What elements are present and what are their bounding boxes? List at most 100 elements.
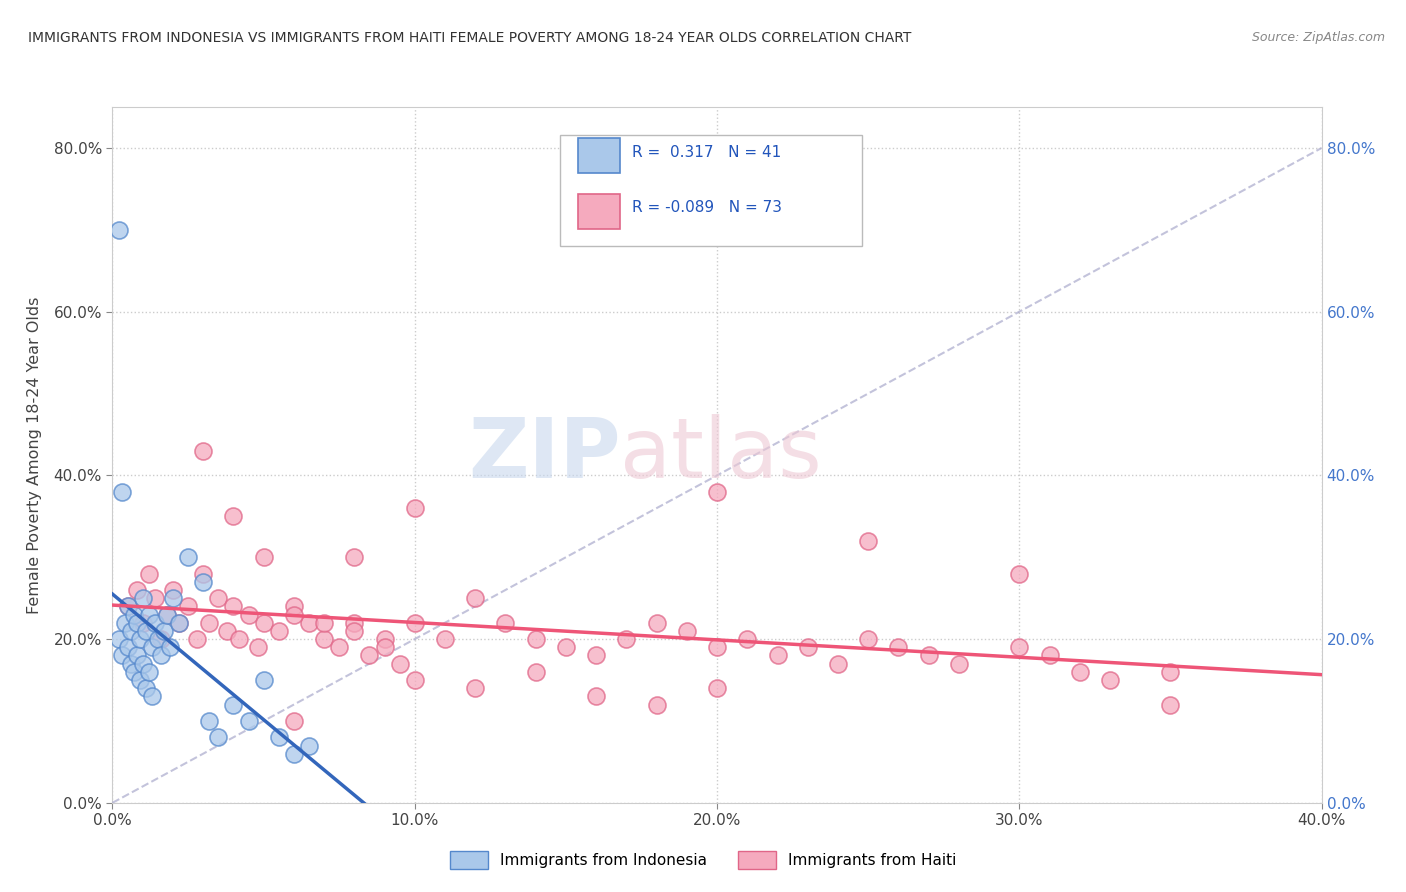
Point: [645, 615, 668, 630]
Point: [177, 599, 200, 614]
Point: [1159, 698, 1181, 712]
Text: IMMIGRANTS FROM INDONESIA VS IMMIGRANTS FROM HAITI FEMALE POVERTY AMONG 18-24 YE: IMMIGRANTS FROM INDONESIA VS IMMIGRANTS …: [28, 31, 911, 45]
Point: [495, 615, 517, 630]
Point: [238, 607, 260, 622]
Point: [766, 648, 789, 663]
Point: [138, 607, 160, 622]
Point: [107, 223, 129, 237]
Point: [314, 632, 336, 646]
Point: [191, 566, 214, 581]
Point: [122, 607, 145, 622]
Y-axis label: Female Poverty Among 18-24 Year Olds: Female Poverty Among 18-24 Year Olds: [28, 296, 42, 614]
Point: [298, 739, 321, 753]
Point: [167, 615, 190, 630]
Point: [149, 648, 172, 663]
Point: [359, 648, 381, 663]
Point: [887, 640, 910, 655]
Point: [374, 640, 396, 655]
Point: [298, 615, 321, 630]
Point: [132, 657, 155, 671]
Point: [283, 607, 305, 622]
Point: [125, 648, 148, 663]
Point: [918, 648, 941, 663]
Point: [132, 615, 155, 630]
Point: [554, 640, 576, 655]
Point: [125, 615, 148, 630]
Point: [343, 624, 366, 638]
Point: [125, 582, 148, 597]
Point: [143, 615, 166, 630]
Point: [524, 665, 547, 679]
Point: [616, 632, 638, 646]
Point: [159, 640, 181, 655]
Point: [138, 665, 160, 679]
Point: [198, 615, 221, 630]
Point: [117, 640, 139, 655]
Point: [706, 640, 728, 655]
Point: [283, 714, 305, 728]
Point: [585, 690, 607, 704]
FancyBboxPatch shape: [578, 138, 620, 173]
Point: [253, 550, 276, 565]
Point: [156, 607, 179, 622]
Point: [222, 599, 245, 614]
Point: [222, 698, 245, 712]
Point: [162, 582, 184, 597]
Point: [128, 673, 150, 687]
Point: [207, 731, 229, 745]
Text: R =  0.317   N = 41: R = 0.317 N = 41: [633, 145, 782, 160]
Text: Source: ZipAtlas.com: Source: ZipAtlas.com: [1251, 31, 1385, 45]
Point: [191, 574, 214, 589]
Point: [343, 615, 366, 630]
Point: [404, 501, 426, 516]
Point: [1038, 648, 1062, 663]
Point: [153, 624, 176, 638]
Point: [143, 591, 166, 606]
Point: [856, 533, 880, 548]
Point: [706, 681, 728, 696]
Point: [117, 599, 139, 614]
Point: [162, 591, 184, 606]
Point: [388, 657, 411, 671]
Point: [796, 640, 818, 655]
Point: [135, 624, 157, 638]
Point: [1098, 673, 1121, 687]
Point: [464, 591, 486, 606]
Point: [706, 484, 728, 499]
Point: [110, 484, 132, 499]
Point: [238, 714, 260, 728]
Point: [246, 640, 269, 655]
Point: [186, 632, 208, 646]
FancyBboxPatch shape: [578, 194, 620, 229]
Point: [141, 690, 163, 704]
Point: [267, 731, 290, 745]
Point: [827, 657, 849, 671]
Point: [135, 681, 157, 696]
Text: R = -0.089   N = 73: R = -0.089 N = 73: [633, 201, 782, 216]
Point: [198, 714, 221, 728]
Point: [737, 632, 759, 646]
Point: [191, 443, 214, 458]
Point: [253, 673, 276, 687]
Point: [1008, 566, 1031, 581]
Point: [524, 632, 547, 646]
Point: [253, 615, 276, 630]
Point: [464, 681, 486, 696]
Point: [120, 657, 142, 671]
Point: [1159, 665, 1181, 679]
Point: [1008, 640, 1031, 655]
Point: [120, 624, 142, 638]
Point: [110, 648, 132, 663]
Point: [122, 665, 145, 679]
Text: ZIP: ZIP: [468, 415, 620, 495]
Point: [856, 632, 880, 646]
Point: [149, 632, 172, 646]
Point: [132, 591, 155, 606]
Point: [267, 624, 290, 638]
Point: [228, 632, 250, 646]
Point: [645, 698, 668, 712]
Point: [107, 632, 129, 646]
Point: [585, 648, 607, 663]
Point: [128, 632, 150, 646]
Point: [167, 615, 190, 630]
